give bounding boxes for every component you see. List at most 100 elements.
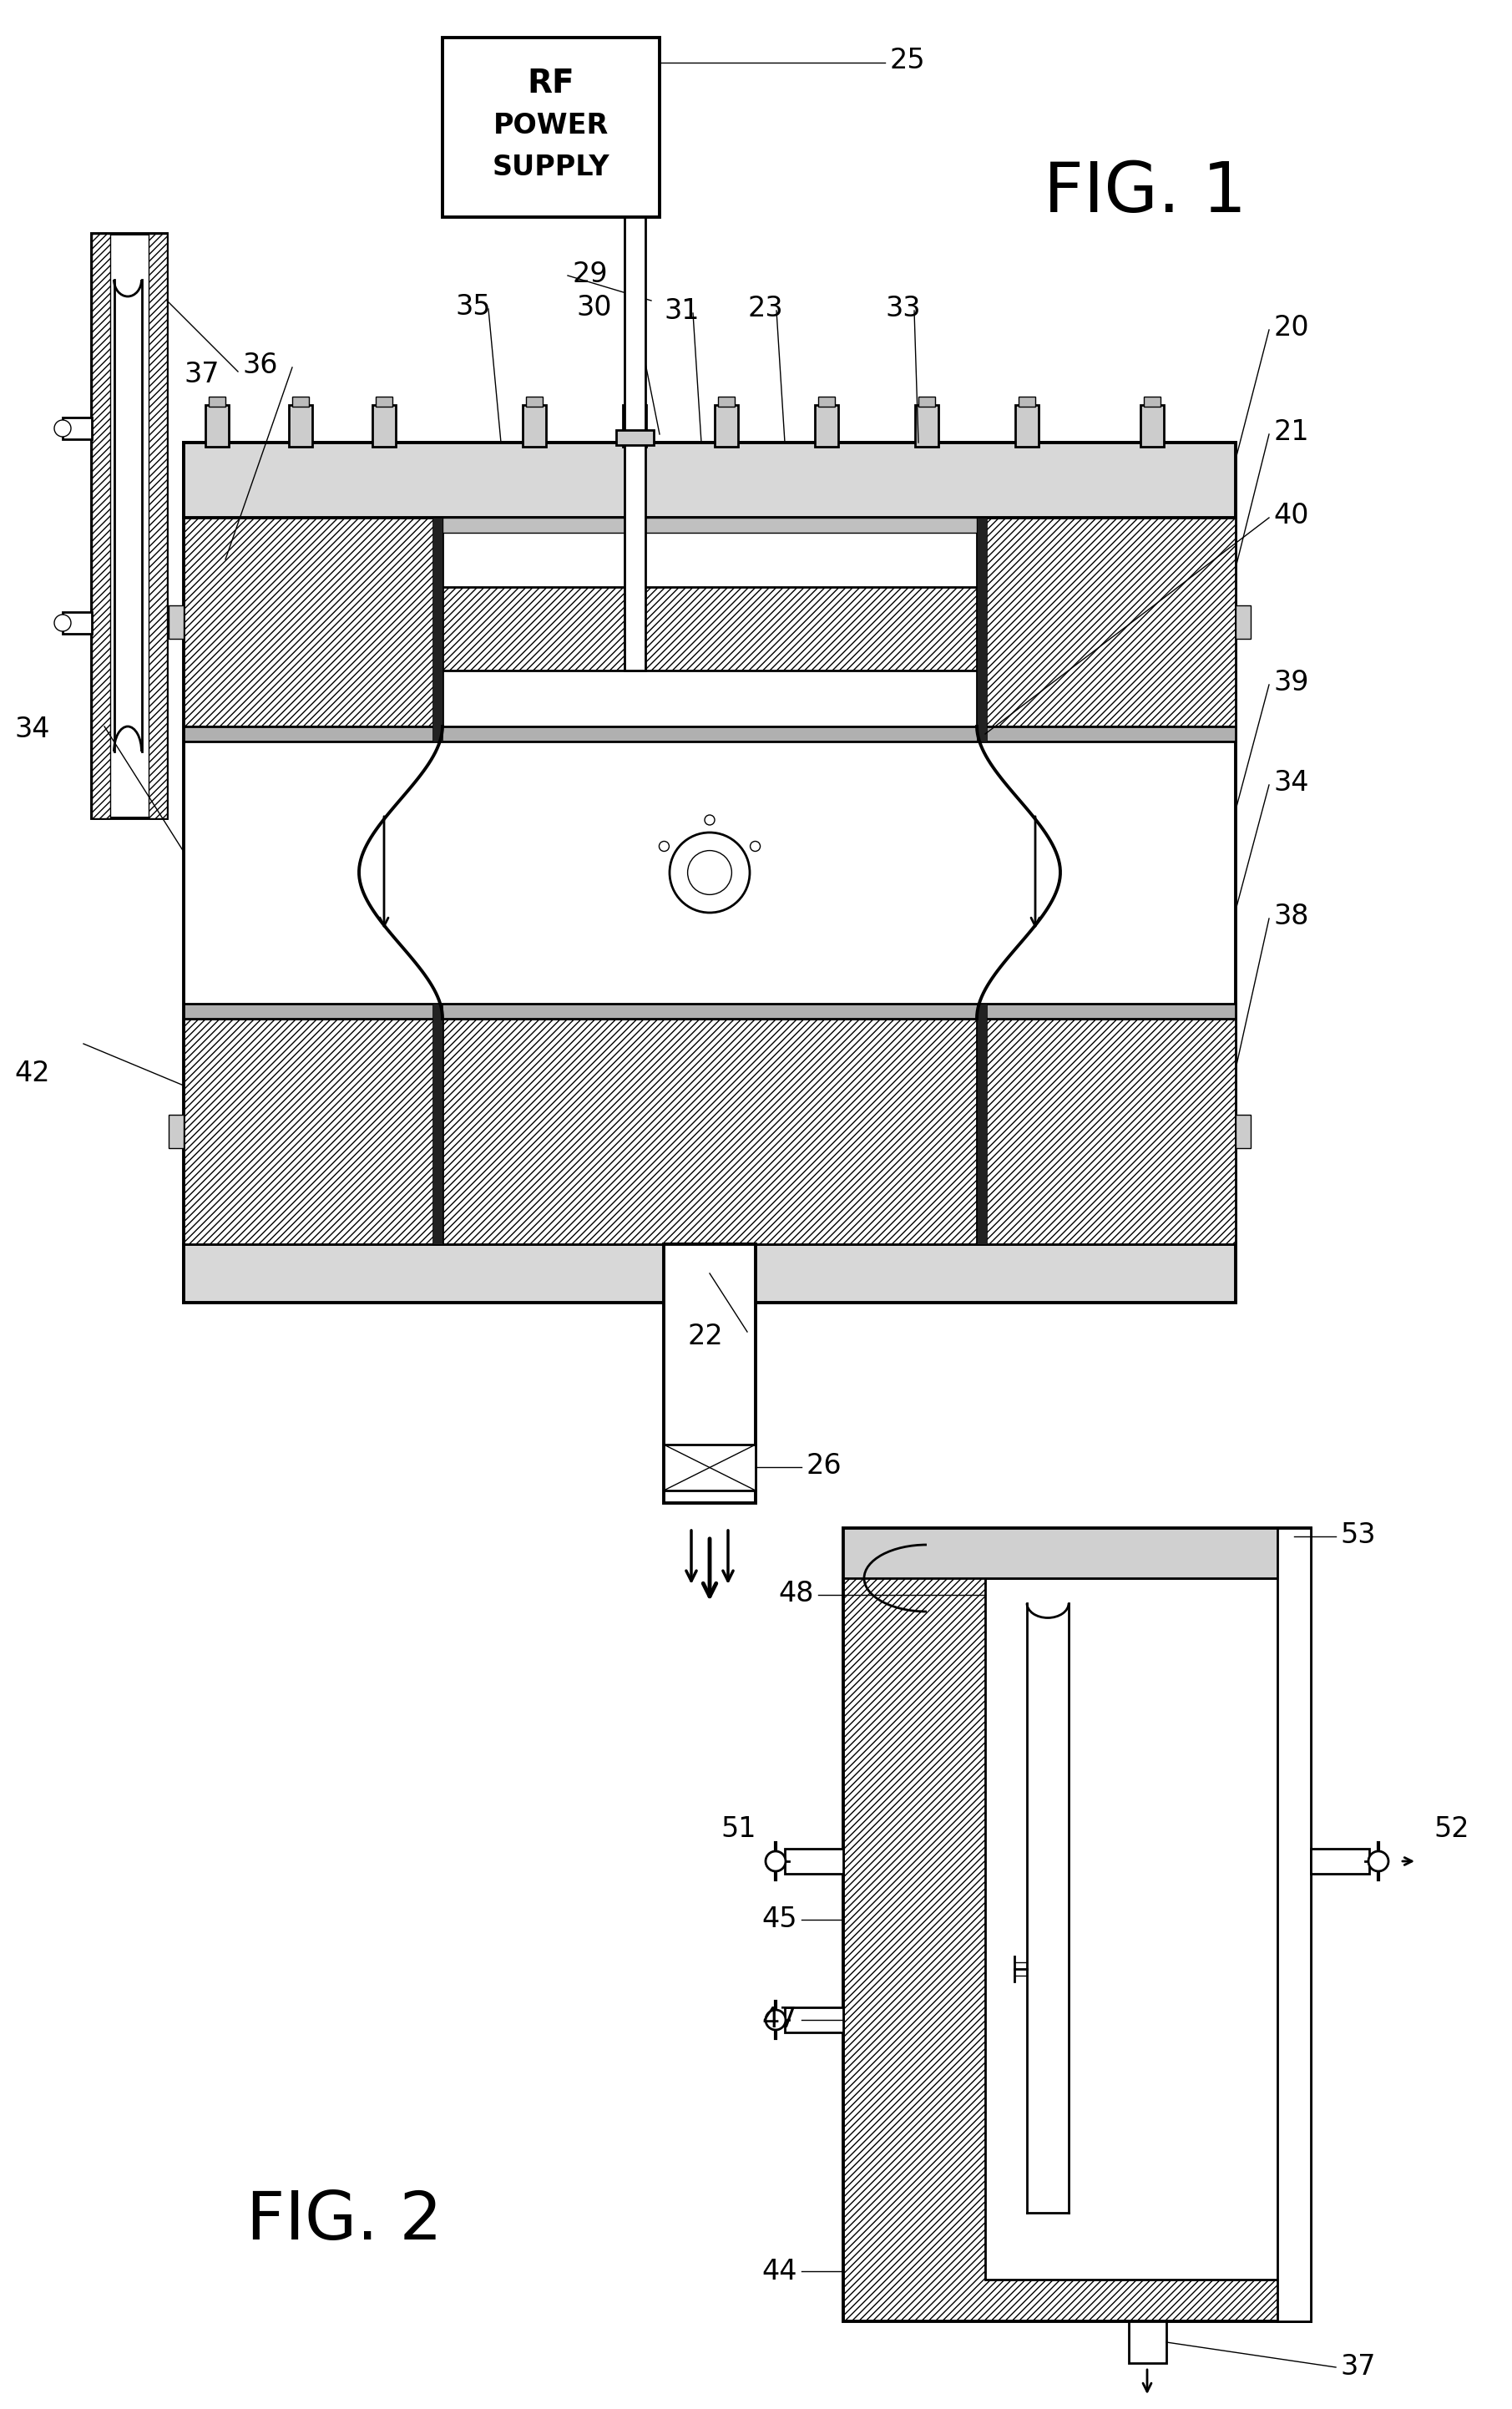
Text: 37: 37 xyxy=(1340,2354,1376,2380)
Text: 52: 52 xyxy=(1433,1816,1470,1843)
Text: 38: 38 xyxy=(1273,903,1308,930)
Bar xyxy=(1129,2322,1166,2363)
Text: 47: 47 xyxy=(762,2007,797,2033)
Circle shape xyxy=(765,1850,786,1872)
Bar xyxy=(626,397,643,407)
Text: 20: 20 xyxy=(1273,313,1309,342)
Text: 51: 51 xyxy=(721,1816,756,1843)
Bar xyxy=(372,405,396,446)
Circle shape xyxy=(1368,1850,1388,1872)
Text: FIG. 2: FIG. 2 xyxy=(246,2187,442,2255)
Text: 36: 36 xyxy=(242,352,278,378)
Text: 53: 53 xyxy=(1340,1520,1376,1549)
Bar xyxy=(432,1005,443,1243)
Bar xyxy=(664,1243,756,1503)
Circle shape xyxy=(705,814,715,824)
Text: 21: 21 xyxy=(1273,417,1309,446)
Text: 23: 23 xyxy=(747,294,783,323)
Bar xyxy=(977,518,1235,728)
Text: POWER: POWER xyxy=(493,111,609,140)
Circle shape xyxy=(54,419,71,436)
Bar xyxy=(915,405,939,446)
Bar xyxy=(986,1578,1311,2279)
Circle shape xyxy=(670,834,750,913)
Bar xyxy=(432,518,443,742)
Text: SUPPLY: SUPPLY xyxy=(493,154,609,181)
Bar xyxy=(169,605,183,638)
Bar xyxy=(183,443,1235,518)
Bar xyxy=(183,728,1235,742)
Bar xyxy=(718,397,735,407)
Circle shape xyxy=(750,841,761,850)
Text: 44: 44 xyxy=(762,2257,797,2286)
Bar xyxy=(1235,605,1250,638)
Bar xyxy=(183,443,1235,1303)
Bar xyxy=(148,234,166,819)
Bar xyxy=(785,2007,844,2033)
Bar xyxy=(844,1527,1311,1578)
Bar xyxy=(375,397,393,407)
Bar xyxy=(183,518,443,728)
Bar xyxy=(62,417,92,438)
Text: 34: 34 xyxy=(15,715,50,742)
Bar xyxy=(443,588,977,670)
Bar xyxy=(1143,397,1161,407)
Bar xyxy=(1311,1848,1370,1874)
Circle shape xyxy=(765,2009,786,2031)
Text: 26: 26 xyxy=(806,1453,841,1479)
Bar xyxy=(206,405,228,446)
Bar xyxy=(169,1115,183,1149)
Text: 37: 37 xyxy=(183,361,219,388)
Bar xyxy=(183,1243,1235,1303)
Bar xyxy=(526,397,543,407)
Bar xyxy=(183,1005,1235,1019)
Bar xyxy=(977,518,987,742)
Text: 25: 25 xyxy=(889,46,925,75)
Circle shape xyxy=(54,614,71,631)
Text: 40: 40 xyxy=(1273,501,1309,530)
Text: 42: 42 xyxy=(15,1060,50,1086)
Text: 29: 29 xyxy=(572,260,608,287)
Text: FIG. 1: FIG. 1 xyxy=(1043,159,1246,226)
Text: 35: 35 xyxy=(455,291,490,320)
Bar xyxy=(785,1848,844,1874)
Bar xyxy=(443,518,977,532)
Circle shape xyxy=(659,841,670,850)
Text: 22: 22 xyxy=(688,1323,723,1349)
Text: 30: 30 xyxy=(576,294,611,320)
Circle shape xyxy=(688,850,732,894)
Bar xyxy=(1019,397,1036,407)
Bar xyxy=(92,234,166,819)
Bar xyxy=(977,1019,1235,1243)
Bar xyxy=(292,397,308,407)
Bar xyxy=(443,1019,977,1243)
Bar xyxy=(844,1527,1311,2322)
Bar xyxy=(1235,1115,1250,1149)
Text: 33: 33 xyxy=(885,294,921,323)
Bar xyxy=(977,1005,987,1243)
Bar xyxy=(624,217,646,670)
Bar xyxy=(818,397,835,407)
Bar xyxy=(664,1445,756,1491)
Text: 31: 31 xyxy=(664,296,699,325)
Bar xyxy=(623,405,646,446)
Bar xyxy=(815,405,838,446)
Bar xyxy=(289,405,313,446)
Bar xyxy=(62,612,92,634)
Bar xyxy=(715,405,738,446)
Bar xyxy=(1140,405,1164,446)
Text: RF: RF xyxy=(528,67,575,99)
Bar xyxy=(617,431,653,446)
Bar xyxy=(443,39,659,217)
Text: 34: 34 xyxy=(1273,768,1309,797)
Bar xyxy=(1278,1527,1311,2322)
Bar xyxy=(1015,405,1039,446)
Text: 45: 45 xyxy=(762,1906,797,1934)
Bar xyxy=(918,397,934,407)
Bar xyxy=(209,397,225,407)
Text: 48: 48 xyxy=(779,1580,813,1607)
Bar xyxy=(92,234,110,819)
Text: 39: 39 xyxy=(1273,667,1309,696)
Bar xyxy=(523,405,546,446)
Bar xyxy=(183,1019,443,1243)
